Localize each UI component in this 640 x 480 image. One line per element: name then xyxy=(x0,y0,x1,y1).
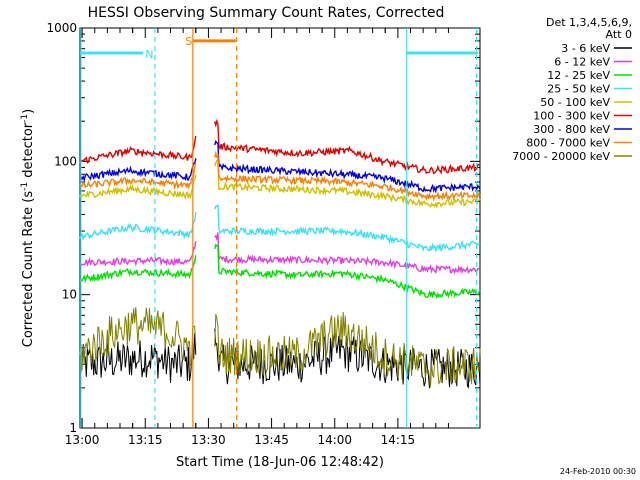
y-axis-label-end: ) xyxy=(21,109,36,114)
legend-entry-label: 7000 - 20000 keV xyxy=(512,150,610,163)
series-line-pre xyxy=(79,158,197,183)
x-axis-label: Start Time (18-Jun-06 12:48:42) xyxy=(176,455,384,470)
y-tick-label: 1000 xyxy=(46,21,77,35)
footer-date: 24-Feb-2010 00:30 xyxy=(560,467,636,476)
x-tick-label: 13:45 xyxy=(254,433,289,447)
y-axis-label-main: Corrected Count Rate (s xyxy=(21,191,36,348)
series-line-pre xyxy=(79,241,197,268)
series-line-post xyxy=(214,311,481,387)
series-layer xyxy=(79,118,481,389)
flags-layer: NS xyxy=(80,28,478,428)
night-flag-label: N xyxy=(145,48,153,61)
legend-entry-label: 3 - 6 keV xyxy=(561,42,610,55)
series-line-post xyxy=(214,118,481,175)
legend-entry-label: 800 - 7000 keV xyxy=(526,137,610,150)
series-line-post xyxy=(214,139,481,194)
series-line-pre xyxy=(79,135,197,164)
series-line-post xyxy=(214,158,481,210)
series-line-pre xyxy=(79,164,197,191)
series-line-pre xyxy=(79,255,197,284)
series-line-post xyxy=(214,203,481,253)
x-tick-label: 14:15 xyxy=(381,433,416,447)
x-tick-label: 13:00 xyxy=(65,433,100,447)
y-tick-label: 100 xyxy=(54,154,77,168)
legend-entry-label: 12 - 25 keV xyxy=(547,69,610,82)
y-axis-label-sup1: -1 xyxy=(20,182,30,191)
series-line-post xyxy=(214,243,481,300)
legend-header-line1: Det 1,3,4,5,6,9, xyxy=(546,16,632,29)
y-axis-label-sup2: -1 xyxy=(20,114,30,123)
y-axis: 1 10 100 1000 xyxy=(46,21,480,435)
series-line-pre xyxy=(79,174,197,200)
legend-entry-label: 25 - 50 keV xyxy=(547,83,610,96)
legend-entry-label: 50 - 100 keV xyxy=(540,96,610,109)
legend-entry-label: 6 - 12 keV xyxy=(554,56,610,69)
x-tick-label: 14:00 xyxy=(317,433,352,447)
y-tick-label: 1 xyxy=(69,421,77,435)
y-tick-label: 10 xyxy=(62,288,77,302)
series-line-pre xyxy=(79,333,197,384)
series-line-post xyxy=(214,150,481,202)
series-line-post xyxy=(214,232,481,275)
x-tick-label: 13:15 xyxy=(128,433,163,447)
chart-title: HESSI Observing Summary Count Rates, Cor… xyxy=(88,5,445,21)
series-line-pre xyxy=(79,211,197,240)
y-axis-label: Corrected Count Rate (s-1 detector-1) xyxy=(20,109,36,347)
x-axis: 13:00 13:15 13:30 13:45 14:00 14:15 xyxy=(65,28,449,447)
y-axis-label-mid: detector xyxy=(21,122,36,182)
x-tick-label: 13:30 xyxy=(191,433,226,447)
plot-frame xyxy=(79,27,481,429)
legend-header-line2: Att 0 xyxy=(606,28,632,41)
saa-flag-label: S xyxy=(185,35,192,48)
legend-entry-label: 300 - 800 keV xyxy=(533,123,610,136)
series-line-pre xyxy=(79,307,197,371)
legend-entry-label: 100 - 300 keV xyxy=(533,110,610,123)
